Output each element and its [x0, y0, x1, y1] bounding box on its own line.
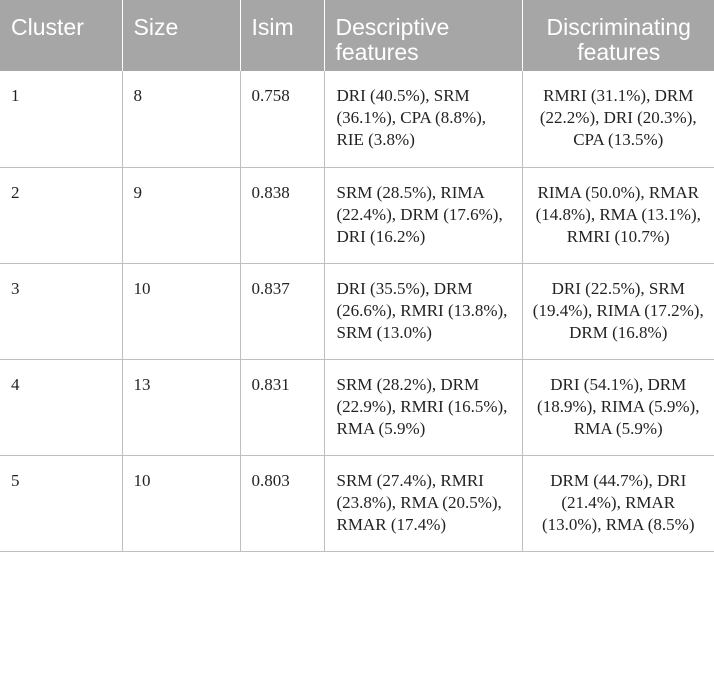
- cell-discriminating: DRI (54.1%), DRM (18.9%), RIMA (5.9%), R…: [522, 359, 714, 456]
- header-row: Cluster Size Isim Descriptive features D…: [0, 0, 714, 71]
- table-row: 1 8 0.758 DRI (40.5%), SRM (36.1%), CPA …: [0, 71, 714, 168]
- table-row: 2 9 0.838 SRM (28.5%), RIMA (22.4%), DRM…: [0, 167, 714, 264]
- cell-descriptive: SRM (28.5%), RIMA (22.4%), DRM (17.6%), …: [324, 167, 523, 264]
- cell-size: 9: [122, 167, 241, 264]
- cell-isim: 0.803: [240, 455, 325, 552]
- cell-isim: 0.831: [240, 359, 325, 456]
- cell-discriminating: RIMA (50.0%), RMAR (14.8%), RMA (13.1%),…: [522, 167, 714, 264]
- table-header: Cluster Size Isim Descriptive features D…: [0, 0, 714, 71]
- table-body: 1 8 0.758 DRI (40.5%), SRM (36.1%), CPA …: [0, 71, 714, 552]
- cell-size: 8: [122, 71, 241, 168]
- cell-descriptive: SRM (28.2%), DRM (22.9%), RMRI (16.5%), …: [324, 359, 523, 456]
- cell-discriminating: DRM (44.7%), DRI (21.4%), RMAR (13.0%), …: [522, 455, 714, 552]
- cell-discriminating: RMRI (31.1%), DRM (22.2%), DRI (20.3%), …: [522, 71, 714, 168]
- cell-isim: 0.837: [240, 263, 325, 360]
- cell-descriptive: SRM (27.4%), RMRI (23.8%), RMA (20.5%), …: [324, 455, 523, 552]
- table-row: 5 10 0.803 SRM (27.4%), RMRI (23.8%), RM…: [0, 455, 714, 552]
- cell-descriptive: DRI (40.5%), SRM (36.1%), CPA (8.8%), RI…: [324, 71, 523, 168]
- cell-cluster: 2: [0, 167, 123, 264]
- cell-cluster: 4: [0, 359, 123, 456]
- cell-size: 10: [122, 263, 241, 360]
- cell-isim: 0.838: [240, 167, 325, 264]
- table-row: 3 10 0.837 DRI (35.5%), DRM (26.6%), RMR…: [0, 263, 714, 360]
- cell-discriminating: DRI (22.5%), SRM (19.4%), RIMA (17.2%), …: [522, 263, 714, 360]
- header-isim: Isim: [240, 0, 325, 71]
- cluster-table: Cluster Size Isim Descriptive features D…: [0, 0, 714, 552]
- header-size: Size: [122, 0, 241, 71]
- cell-isim: 0.758: [240, 71, 325, 168]
- cell-descriptive: DRI (35.5%), DRM (26.6%), RMRI (13.8%), …: [324, 263, 523, 360]
- header-discriminating-features: Discriminating features: [522, 0, 714, 71]
- cell-size: 13: [122, 359, 241, 456]
- table-row: 4 13 0.831 SRM (28.2%), DRM (22.9%), RMR…: [0, 359, 714, 456]
- header-descriptive-features: Descriptive features: [324, 0, 523, 71]
- cell-cluster: 5: [0, 455, 123, 552]
- header-cluster: Cluster: [0, 0, 123, 71]
- cell-size: 10: [122, 455, 241, 552]
- cell-cluster: 3: [0, 263, 123, 360]
- cell-cluster: 1: [0, 71, 123, 168]
